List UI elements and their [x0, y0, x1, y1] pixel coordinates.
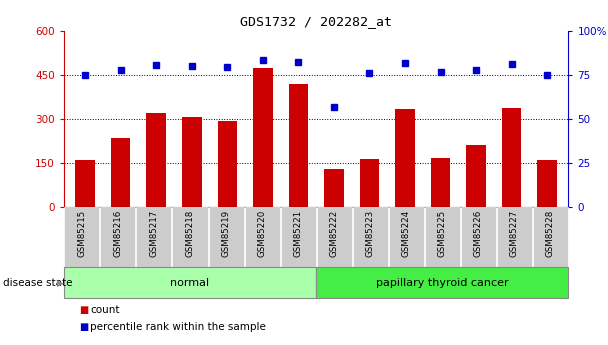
Bar — [360, 159, 379, 207]
Bar — [353, 207, 388, 267]
Bar — [317, 207, 351, 267]
Bar — [281, 207, 316, 267]
Text: GSM85226: GSM85226 — [474, 210, 483, 257]
Text: GSM85215: GSM85215 — [77, 210, 86, 257]
Bar — [100, 207, 136, 267]
Bar — [533, 207, 568, 267]
Text: ■: ■ — [79, 305, 88, 315]
Text: GSM85220: GSM85220 — [258, 210, 266, 257]
Text: ▶: ▶ — [57, 278, 63, 287]
Title: GDS1732 / 202282_at: GDS1732 / 202282_at — [240, 16, 392, 29]
Text: GSM85223: GSM85223 — [366, 210, 375, 257]
Bar — [253, 68, 272, 207]
Bar — [395, 109, 415, 207]
Text: GSM85225: GSM85225 — [438, 210, 447, 257]
Bar — [316, 267, 568, 298]
Bar — [537, 160, 557, 207]
Bar — [324, 169, 344, 207]
Text: GSM85216: GSM85216 — [114, 210, 122, 257]
Text: GSM85227: GSM85227 — [510, 210, 519, 257]
Bar — [431, 158, 451, 207]
Text: count: count — [90, 305, 120, 315]
Bar — [461, 207, 496, 267]
Bar — [425, 207, 460, 267]
Text: GSM85222: GSM85222 — [330, 210, 339, 257]
Text: GSM85218: GSM85218 — [185, 210, 195, 257]
Bar — [136, 207, 171, 267]
Bar — [64, 207, 99, 267]
Bar — [466, 145, 486, 207]
Bar — [64, 267, 316, 298]
Bar — [497, 207, 532, 267]
Bar — [244, 207, 280, 267]
Text: percentile rank within the sample: percentile rank within the sample — [90, 322, 266, 332]
Text: GSM85219: GSM85219 — [221, 210, 230, 257]
Bar — [209, 207, 244, 267]
Text: GSM85217: GSM85217 — [150, 210, 159, 257]
Bar — [173, 207, 207, 267]
Text: GSM85224: GSM85224 — [402, 210, 411, 257]
Text: GSM85221: GSM85221 — [294, 210, 303, 257]
Bar — [147, 113, 166, 207]
Text: disease state: disease state — [3, 278, 72, 288]
Bar — [111, 138, 131, 207]
Bar — [182, 117, 201, 207]
Text: ■: ■ — [79, 322, 88, 332]
Bar — [502, 108, 522, 207]
Text: GSM85228: GSM85228 — [546, 210, 555, 257]
Bar — [389, 207, 424, 267]
Bar — [218, 121, 237, 207]
Bar — [289, 84, 308, 207]
Text: papillary thyroid cancer: papillary thyroid cancer — [376, 278, 509, 288]
Text: normal: normal — [170, 278, 210, 288]
Bar — [75, 160, 95, 207]
